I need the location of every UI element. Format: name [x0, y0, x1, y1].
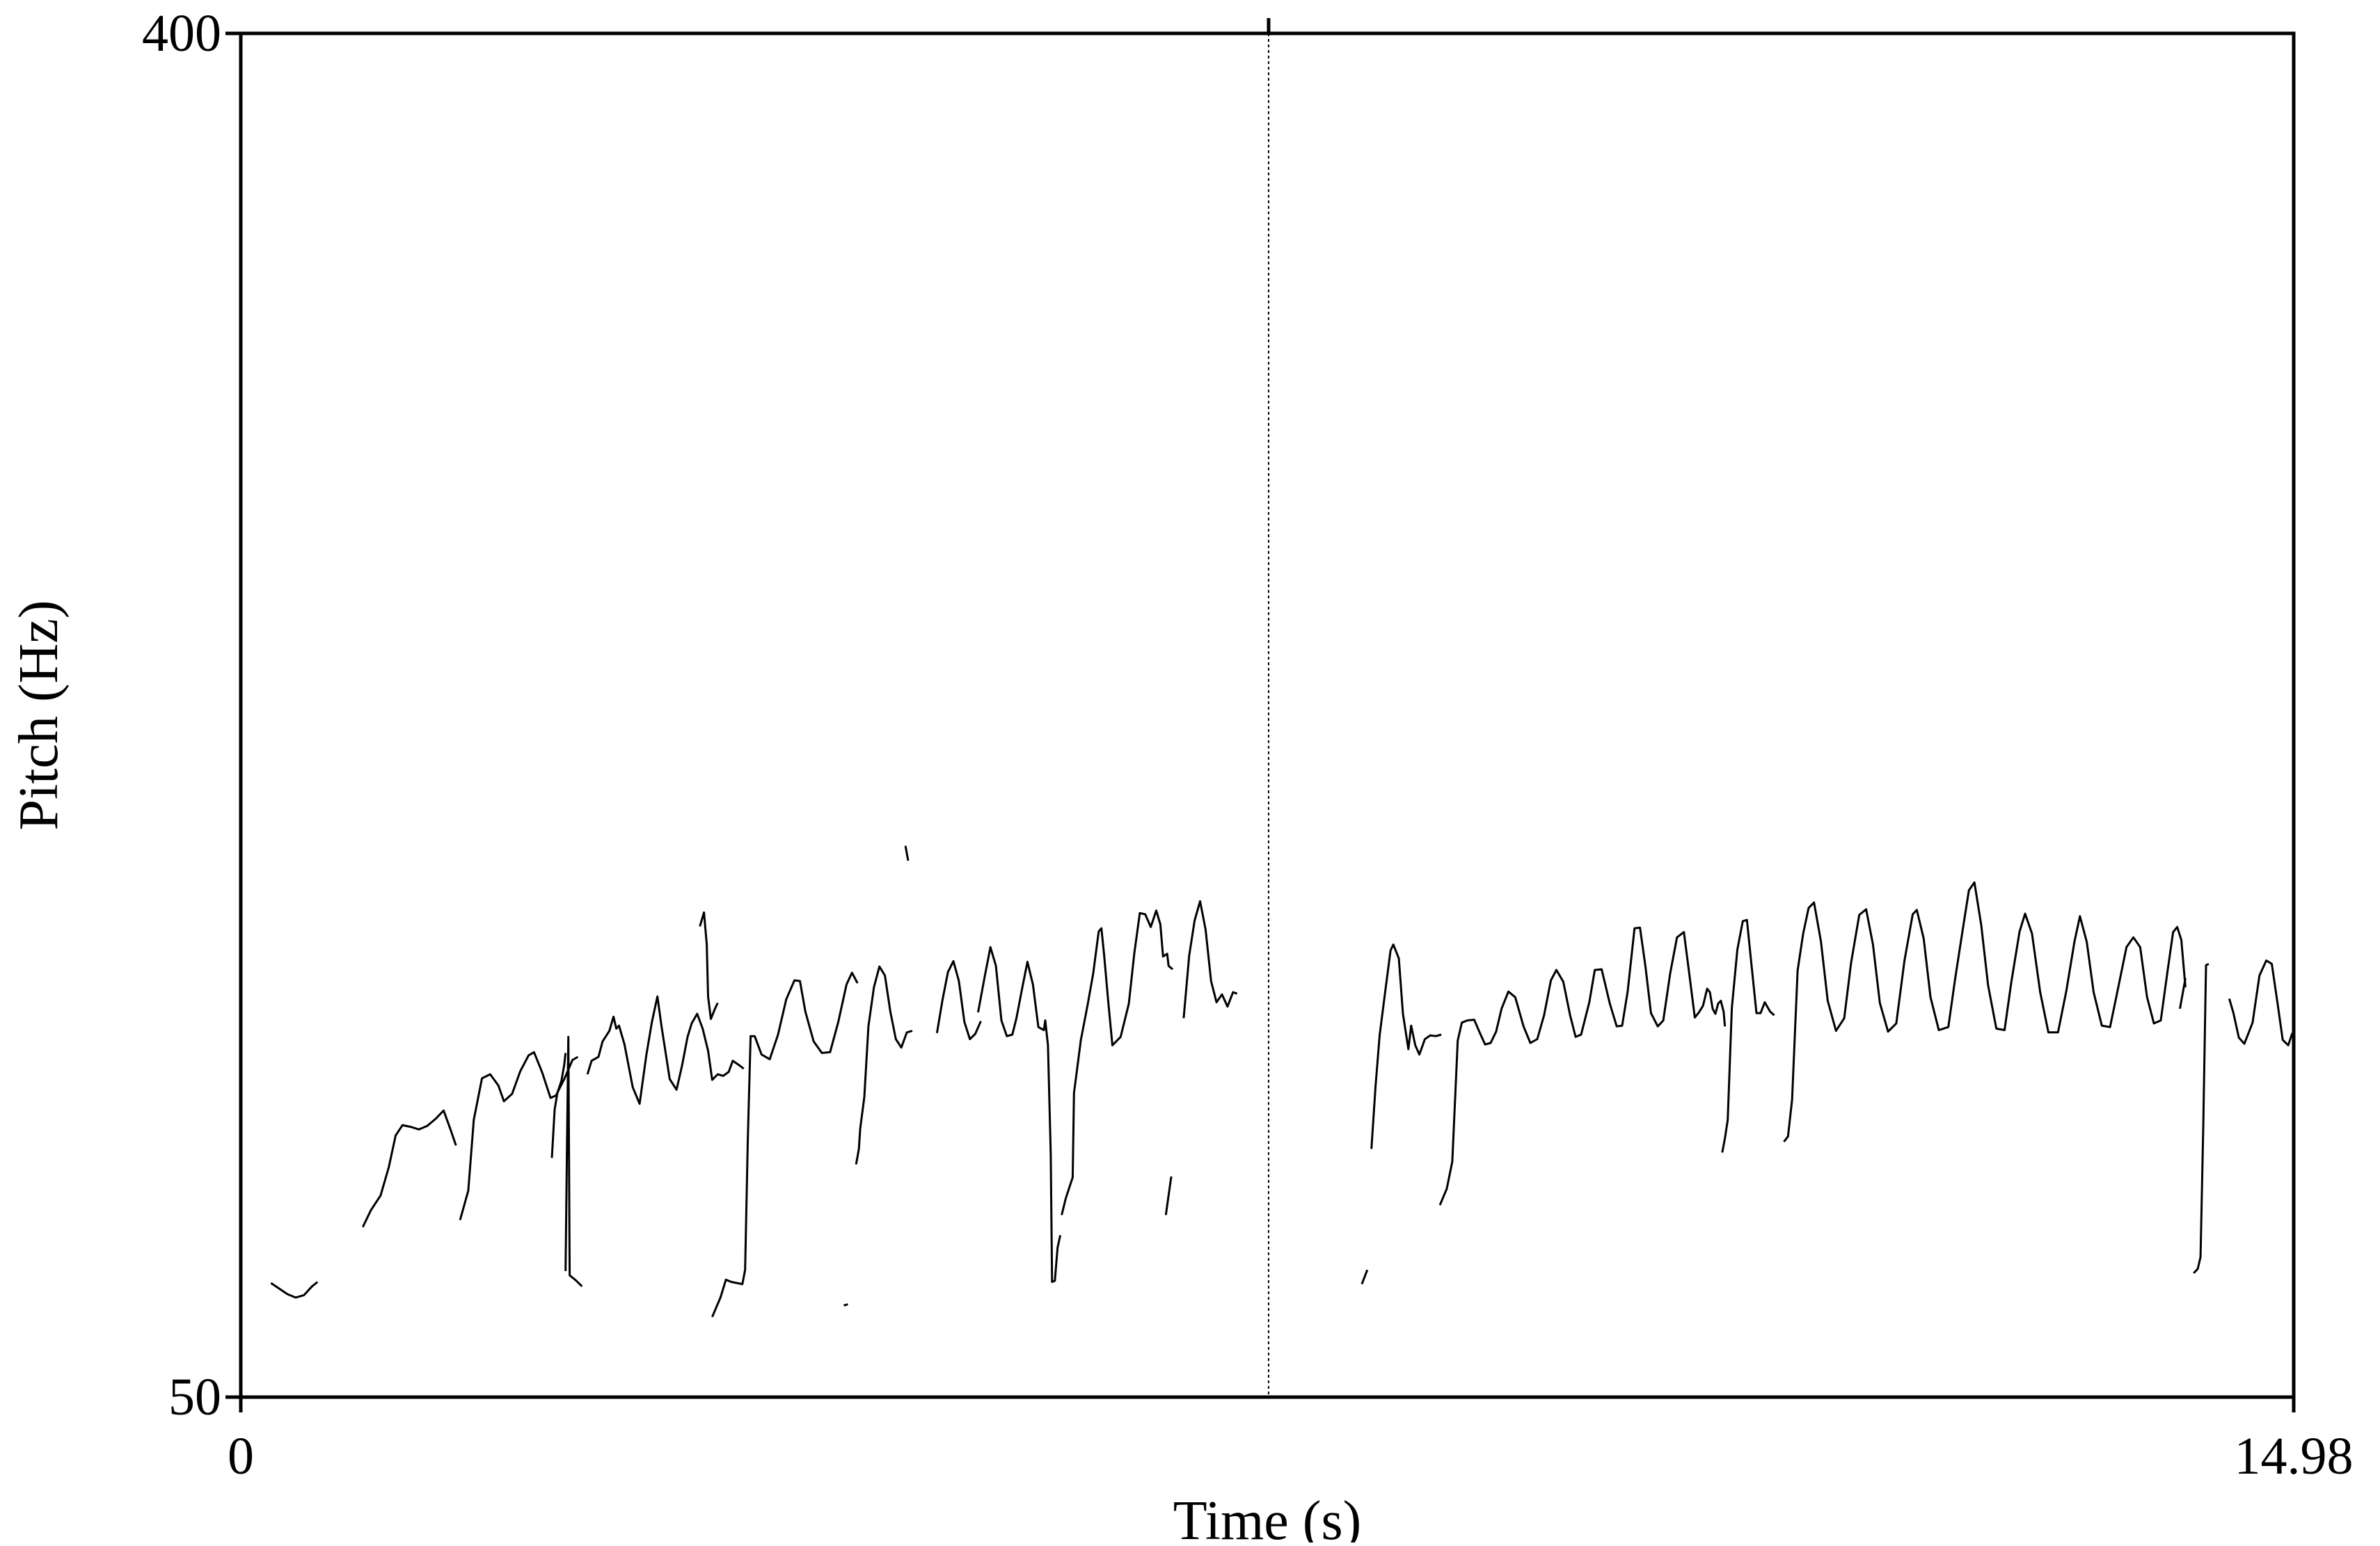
pitch-contour-segment-21 — [1783, 881, 2187, 1142]
pitch-contour-segment-7 — [699, 911, 719, 1020]
pitch-series-group — [270, 845, 2294, 1318]
pitch-contour-segment-16 — [1182, 900, 1238, 1019]
pitch-contour-segment-6 — [586, 995, 745, 1105]
pitch-contour-segment-4 — [550, 1053, 567, 1158]
pitch-contour-segment-10 — [855, 965, 913, 1165]
pitch-contour-segment-15 — [1164, 1176, 1173, 1216]
pitch-contour-segment-18 — [1370, 943, 1442, 1149]
x-axis-label: Time (s) — [1173, 1490, 1361, 1543]
pitch-contour-segment-13 — [977, 946, 1062, 1283]
pitch-contour-segment-14 — [1061, 909, 1174, 1216]
pitch-contour-segment-11 — [904, 845, 910, 861]
pitch-contour-segment-22 — [2179, 978, 2187, 1010]
pitch-contour-segment-20 — [1721, 918, 1775, 1153]
pitch-contour-segment-2 — [361, 1109, 457, 1228]
plot-frame — [239, 31, 2296, 1399]
pitch-contour-segment-12 — [935, 959, 982, 1040]
pitch-contour-segment-8 — [711, 971, 859, 1318]
y-axis-label: Pitch (Hz) — [8, 600, 70, 830]
pitch-contour-segment-1 — [270, 1281, 319, 1299]
pitch-contour-segment-23 — [2193, 962, 2210, 1274]
pitch-contour-segment-9 — [843, 1303, 848, 1307]
y-tick-label-min: 50 — [168, 1368, 221, 1426]
pitch-contour-segment-19 — [1438, 926, 1727, 1206]
pitch-contour-segment-3 — [459, 1051, 579, 1220]
x-tick-label-max: 14.98 — [2235, 1427, 2354, 1485]
pitch-contour-segment-24 — [2228, 959, 2294, 1046]
pitch-contour-segment-5 — [564, 1035, 583, 1287]
x-tick-label-min: 0 — [228, 1427, 254, 1485]
y-tick-label-max: 400 — [142, 4, 221, 63]
pitch-contour-segment-17 — [1360, 1269, 1369, 1285]
